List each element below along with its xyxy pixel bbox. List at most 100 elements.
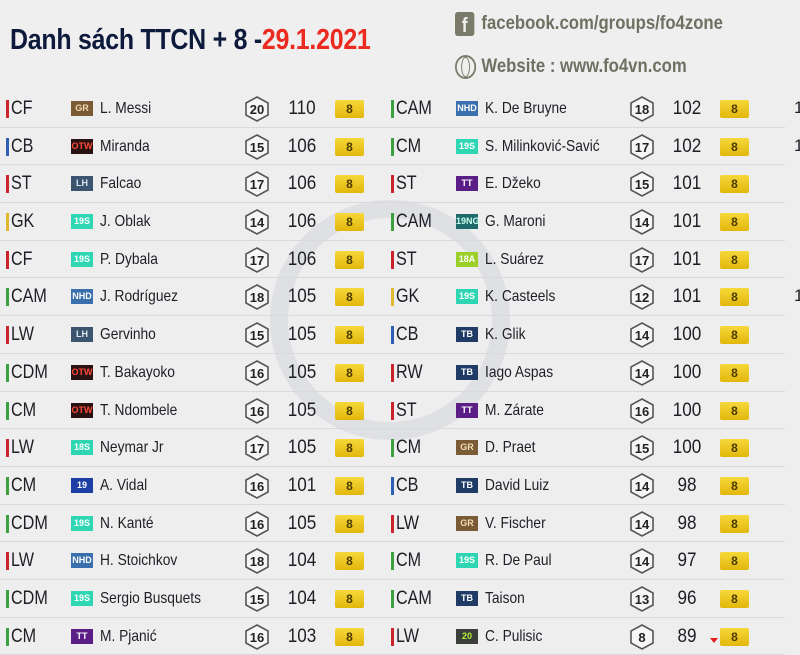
player-name: Gervinho (100, 326, 156, 344)
player-row[interactable]: CB TB David Luiz 14 98 8 (385, 467, 785, 505)
player-row[interactable]: ST LH Falcao 17 106 8 (0, 165, 400, 204)
season-badge: TT (456, 402, 478, 418)
level-hex-badge: 15 (630, 171, 654, 198)
position-color-bar (6, 326, 9, 345)
player-row[interactable]: CDM 19S N. Kanté 16 105 8 (0, 505, 400, 543)
season-badge: GR (456, 515, 478, 531)
player-row[interactable]: CDM 19S Sergio Busquets 15 104 8 (0, 580, 400, 618)
overall-rating: 96 (677, 587, 697, 609)
player-row[interactable]: CB TB K. Glik 14 100 8 (385, 316, 785, 354)
player-row[interactable]: ST TT M. Zárate 16 100 8 (385, 392, 785, 430)
player-name: Miranda (100, 137, 150, 155)
player-row[interactable]: CAM 19NG G. Maroni 14 101 8 (385, 203, 785, 241)
player-row[interactable]: CM 19 A. Vidal 16 101 8 (0, 467, 400, 505)
player-name: G. Maroni (485, 213, 546, 231)
level-value: 17 (634, 252, 650, 268)
player-row[interactable]: LW LH Gervinho 15 105 8 (0, 316, 400, 354)
overall-rating: 110 (288, 98, 316, 119)
player-row[interactable]: CAM NHD K. De Bruyne 18 102 8 1 (385, 90, 800, 128)
level-value: 18 (249, 290, 265, 306)
player-row[interactable]: CM GR D. Praet 15 100 8 (385, 429, 785, 467)
position-color-bar (391, 552, 394, 571)
player-row[interactable]: LW NHD H. Stoichkov 18 104 8 (0, 542, 400, 580)
level-value: 14 (634, 554, 650, 570)
overall-rating: 102 (672, 98, 702, 119)
level-hex-badge: 18 (630, 96, 654, 122)
position-label: LW (11, 550, 35, 572)
level-hex-badge: 15 (630, 435, 654, 462)
upgrade-plus-badge: 8 (720, 401, 749, 420)
player-row[interactable]: CB OTW Miranda 15 106 8 (0, 128, 400, 166)
upgrade-plus-badge: 8 (720, 137, 749, 156)
overall-rating: 106 (287, 248, 317, 270)
season-badge: OTW (71, 402, 93, 418)
player-name: M. Pjanić (100, 627, 157, 645)
position-color-bar (6, 627, 9, 646)
position-color-bar (6, 175, 9, 194)
level-hex-badge: 15 (245, 133, 269, 160)
overall-rating: 106 (287, 173, 317, 195)
level-value: 16 (249, 629, 265, 645)
player-name: K. Glik (485, 326, 526, 344)
player-row[interactable]: ST TT E. Džeko 15 101 8 (385, 165, 785, 204)
position-label: CF (11, 248, 33, 270)
level-hex-badge: 14 (630, 548, 654, 575)
player-name: Taison (485, 589, 525, 607)
overall-rating: 105 (287, 512, 317, 534)
player-row[interactable]: CDM OTW T. Bakayoko 16 105 8 (0, 354, 400, 392)
level-value: 8 (638, 629, 646, 645)
level-hex-badge: 17 (245, 246, 269, 273)
position-color-bar (391, 326, 394, 345)
player-row[interactable]: CF 19S P. Dybala 17 106 8 (0, 241, 400, 279)
player-row[interactable]: CAM TB Taison 13 96 8 (385, 580, 785, 618)
overall-rating: 101 (672, 173, 702, 195)
player-row[interactable]: CM 19S S. Milinković-Savić 17 102 8 1 (385, 128, 800, 166)
player-row[interactable]: LW 18S Neymar Jr 17 105 8 (0, 429, 400, 467)
player-name: Sergio Busquets (100, 589, 201, 607)
level-hex-badge: 17 (630, 133, 654, 160)
player-row[interactable]: ST 18A L. Suárez 17 101 8 (385, 241, 785, 279)
upgrade-plus-badge: 8 (335, 250, 364, 269)
player-row[interactable]: CM 19S R. De Paul 14 97 8 (385, 542, 785, 580)
level-value: 17 (249, 441, 265, 457)
player-row[interactable]: CAM NHD J. Rodríguez 18 105 8 (0, 278, 400, 317)
website-link[interactable]: Website : www.fo4vn.com (455, 55, 687, 79)
season-badge: GR (456, 440, 478, 456)
season-badge: 18A (456, 251, 478, 267)
player-name: K. De Bruyne (485, 100, 567, 117)
level-hex-badge: 14 (245, 209, 269, 235)
player-name: David Luiz (485, 476, 550, 494)
position-color-bar (391, 401, 394, 420)
player-name: H. Stoichkov (100, 552, 178, 570)
level-value: 14 (634, 365, 650, 381)
level-hex-badge: 14 (630, 472, 654, 499)
level-value: 17 (249, 177, 265, 193)
player-row[interactable]: CM TT M. Pjanić 16 103 8 (0, 618, 400, 655)
level-value: 15 (634, 441, 650, 457)
overall-rating: 100 (672, 361, 702, 383)
upgrade-plus-badge: 8 (335, 213, 364, 232)
overall-rating: 101 (672, 248, 702, 270)
player-row[interactable]: CM OTW T. Ndombele 16 105 8 (0, 392, 400, 430)
position-color-bar (6, 137, 9, 156)
player-row[interactable]: RW TB Iago Aspas 14 100 8 (385, 354, 785, 392)
player-row[interactable]: CF GR L. Messi 20 110 8 (0, 90, 400, 128)
position-color-bar (6, 213, 9, 232)
position-color-bar (391, 363, 394, 382)
facebook-link[interactable]: f facebook.com/groups/fo4zone (455, 12, 723, 37)
player-name: J. Oblak (100, 213, 151, 231)
level-hex-badge: 16 (245, 472, 269, 499)
player-name: Iago Aspas (485, 363, 554, 381)
level-value: 17 (634, 139, 650, 155)
player-row[interactable]: LW 20 C. Pulisic 8 89 8 (385, 618, 785, 655)
title-text: Danh sách TTCN + 8 - (10, 24, 262, 56)
player-row[interactable]: GK 19S K. Casteels 12 101 8 1 (385, 278, 800, 317)
season-badge: NHD (456, 101, 478, 116)
position-label: CM (396, 437, 422, 459)
season-badge: OTW (71, 138, 93, 154)
player-name: S. Milinković-Savić (485, 137, 600, 155)
level-value: 14 (634, 478, 650, 494)
player-row[interactable]: LW GR V. Fischer 14 98 8 (385, 505, 785, 543)
player-row[interactable]: GK 19S J. Oblak 14 106 8 (0, 203, 400, 241)
header: Danh sách TTCN + 8 -29.1.2021 f facebook.… (0, 0, 800, 90)
